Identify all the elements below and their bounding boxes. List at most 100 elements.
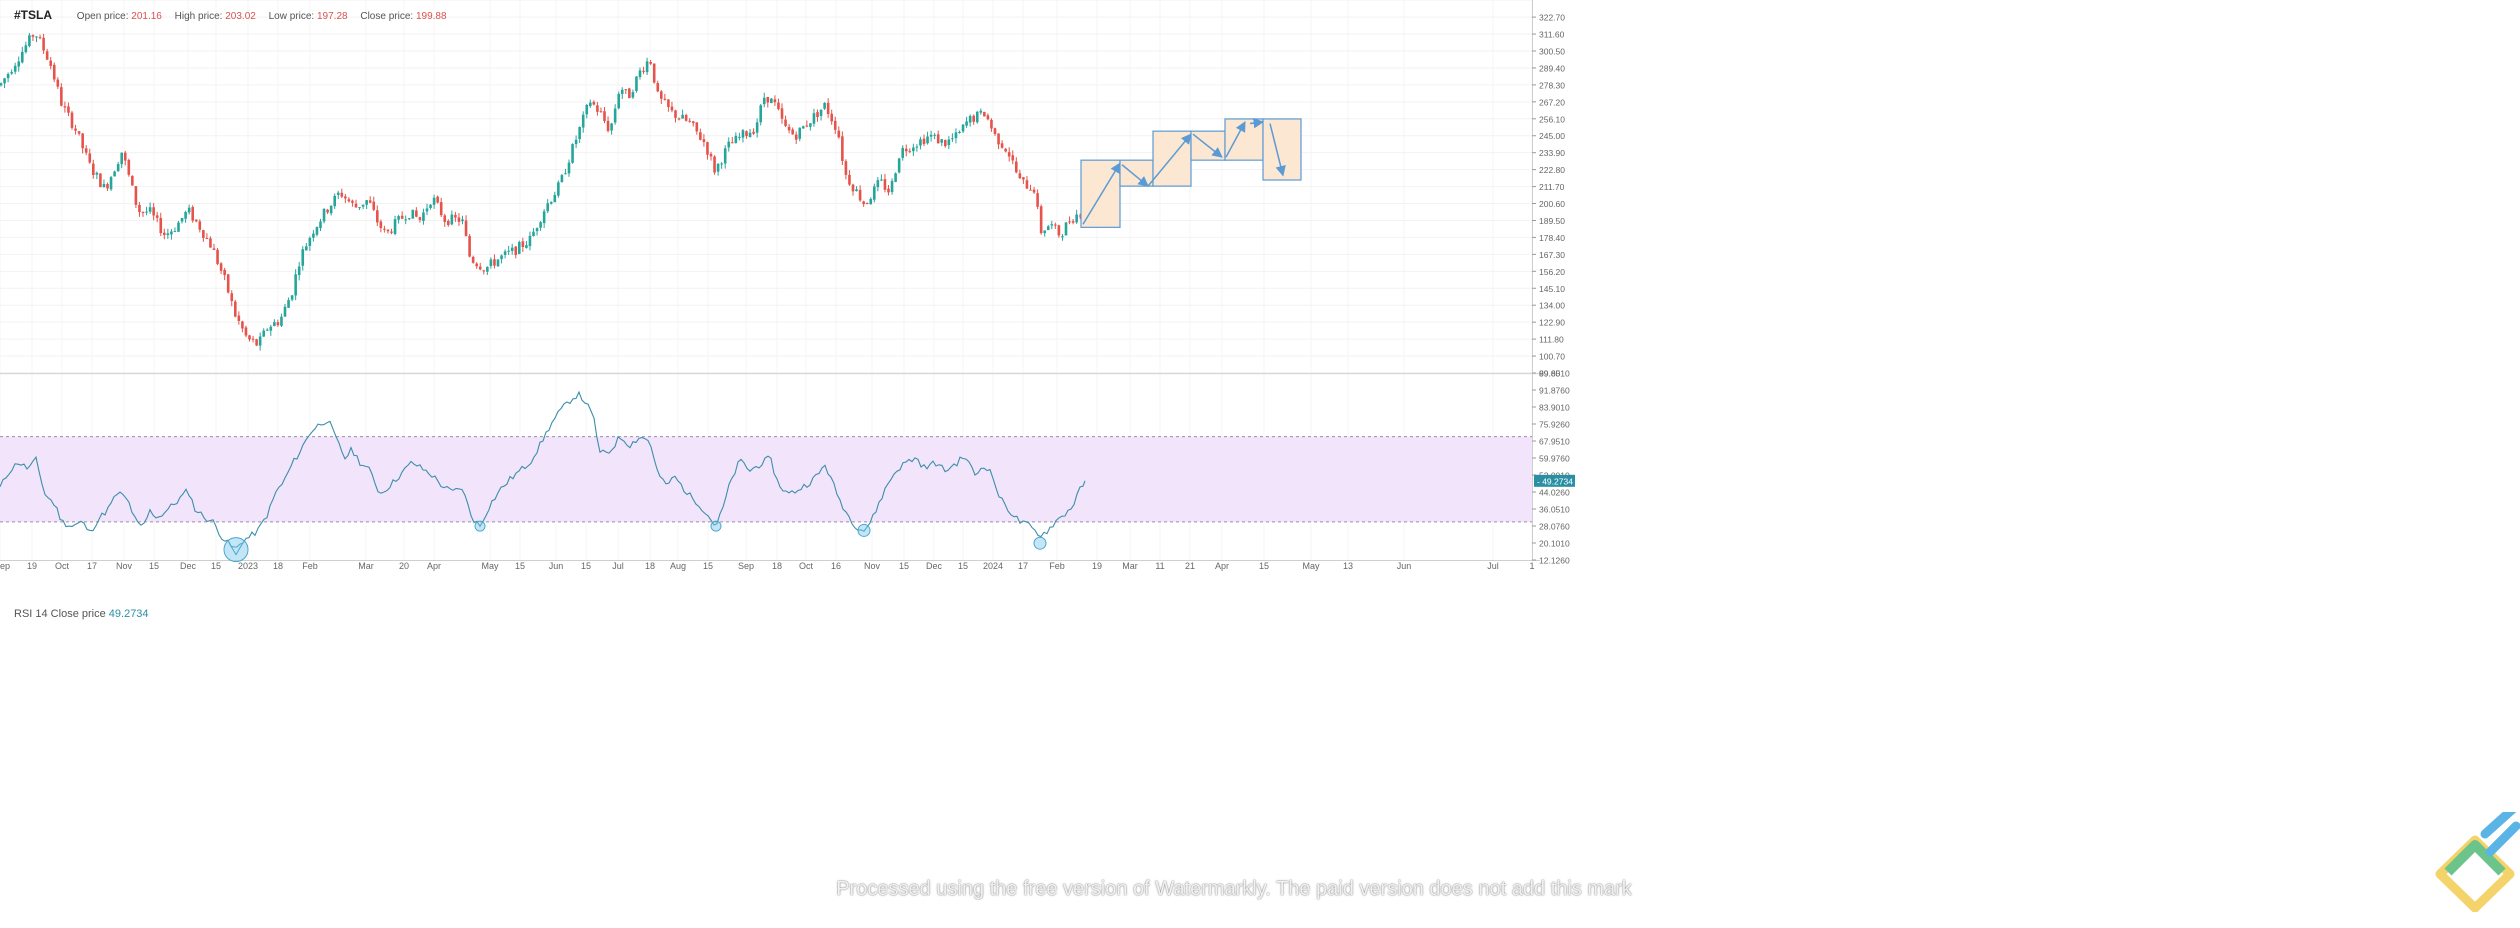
candle-body bbox=[791, 129, 794, 135]
candle-body bbox=[507, 250, 510, 252]
candle bbox=[393, 215, 397, 236]
candle-body bbox=[113, 171, 116, 177]
price-tick-label: 311.60 bbox=[1539, 30, 1565, 40]
candle bbox=[613, 104, 617, 125]
candle-body bbox=[0, 83, 3, 86]
candle bbox=[177, 220, 180, 232]
candle-body bbox=[1071, 221, 1075, 223]
candle bbox=[535, 227, 539, 236]
candle bbox=[84, 145, 88, 156]
candle bbox=[823, 102, 826, 110]
candle bbox=[620, 87, 624, 99]
candle-body bbox=[802, 126, 805, 129]
candle-body bbox=[965, 121, 968, 126]
price-tick-label: 267.20 bbox=[1539, 97, 1565, 107]
price-tick-label: 300.50 bbox=[1539, 46, 1565, 56]
candle bbox=[38, 34, 42, 40]
candle-body bbox=[677, 118, 681, 120]
candle bbox=[784, 115, 787, 128]
candle bbox=[510, 243, 514, 255]
candle-body bbox=[123, 152, 127, 161]
candle bbox=[1025, 176, 1029, 189]
candle bbox=[603, 106, 606, 124]
candle bbox=[3, 77, 6, 88]
candle-body bbox=[667, 99, 670, 108]
candle-body bbox=[230, 293, 234, 302]
candle bbox=[912, 143, 915, 157]
candle bbox=[198, 219, 202, 233]
candle bbox=[319, 218, 322, 231]
candle-body bbox=[500, 255, 503, 260]
time-tick-label: Apr bbox=[1215, 561, 1229, 571]
candle-body bbox=[159, 217, 163, 234]
candle bbox=[691, 120, 695, 127]
candle bbox=[223, 267, 226, 281]
candle bbox=[727, 137, 731, 152]
candle-body bbox=[855, 189, 858, 192]
candle-body bbox=[191, 207, 194, 221]
candle bbox=[1004, 147, 1007, 153]
candle-body bbox=[1054, 224, 1057, 226]
candle bbox=[876, 176, 880, 192]
candle bbox=[748, 128, 752, 138]
candle-body bbox=[741, 130, 745, 138]
candle-body bbox=[202, 230, 205, 238]
candle-body bbox=[1007, 152, 1011, 157]
candle-body bbox=[283, 306, 287, 317]
candle-body bbox=[31, 35, 35, 37]
candle bbox=[376, 205, 379, 227]
candle bbox=[365, 200, 368, 209]
candle bbox=[972, 114, 975, 125]
candle-body bbox=[209, 238, 212, 248]
time-tick-label: 2024 bbox=[983, 561, 1003, 571]
candle-body bbox=[361, 204, 365, 207]
candle bbox=[794, 131, 798, 145]
price-tick-label: 222.80 bbox=[1539, 165, 1565, 175]
candle bbox=[546, 199, 549, 214]
candle-body bbox=[478, 266, 482, 270]
candle-body bbox=[731, 142, 734, 144]
candle-body bbox=[390, 231, 393, 233]
time-tick-label: 11 bbox=[1155, 561, 1164, 571]
candle bbox=[809, 123, 812, 131]
candle bbox=[553, 191, 557, 203]
candle-body bbox=[901, 147, 904, 158]
candle-body bbox=[887, 188, 890, 193]
candle bbox=[42, 33, 45, 54]
candle bbox=[819, 109, 823, 121]
price-tick-label: 256.10 bbox=[1539, 114, 1565, 124]
candle-body bbox=[869, 198, 873, 205]
candle bbox=[351, 199, 354, 207]
candle-body bbox=[578, 127, 581, 140]
candle bbox=[848, 170, 851, 186]
candle-body bbox=[745, 131, 748, 137]
candle-body bbox=[198, 221, 202, 230]
time-tick-label: Apr bbox=[427, 561, 441, 571]
candle bbox=[649, 60, 652, 66]
candle-body bbox=[407, 218, 411, 220]
candle-body bbox=[713, 156, 716, 173]
symbol-label: #TSLA bbox=[14, 8, 53, 22]
time-tick-label: 2023 bbox=[238, 561, 258, 571]
candle-body bbox=[915, 146, 919, 148]
time-tick-label: 15 bbox=[703, 561, 713, 571]
candle bbox=[947, 136, 951, 150]
candle-body bbox=[958, 131, 961, 134]
rsi-marker-circle bbox=[223, 537, 249, 563]
candle-body bbox=[699, 132, 702, 140]
candle bbox=[890, 178, 894, 195]
candle-body bbox=[163, 232, 166, 236]
candle bbox=[589, 99, 592, 108]
candle bbox=[212, 243, 216, 251]
candle-body bbox=[265, 329, 269, 331]
candle-body bbox=[983, 111, 986, 117]
time-tick-label: Feb bbox=[1049, 561, 1065, 571]
candle bbox=[919, 136, 922, 150]
candle bbox=[372, 196, 376, 212]
candle-body bbox=[894, 173, 897, 182]
candle bbox=[684, 113, 688, 122]
candle bbox=[411, 209, 415, 219]
candle-body bbox=[194, 219, 198, 222]
candle bbox=[741, 128, 745, 143]
